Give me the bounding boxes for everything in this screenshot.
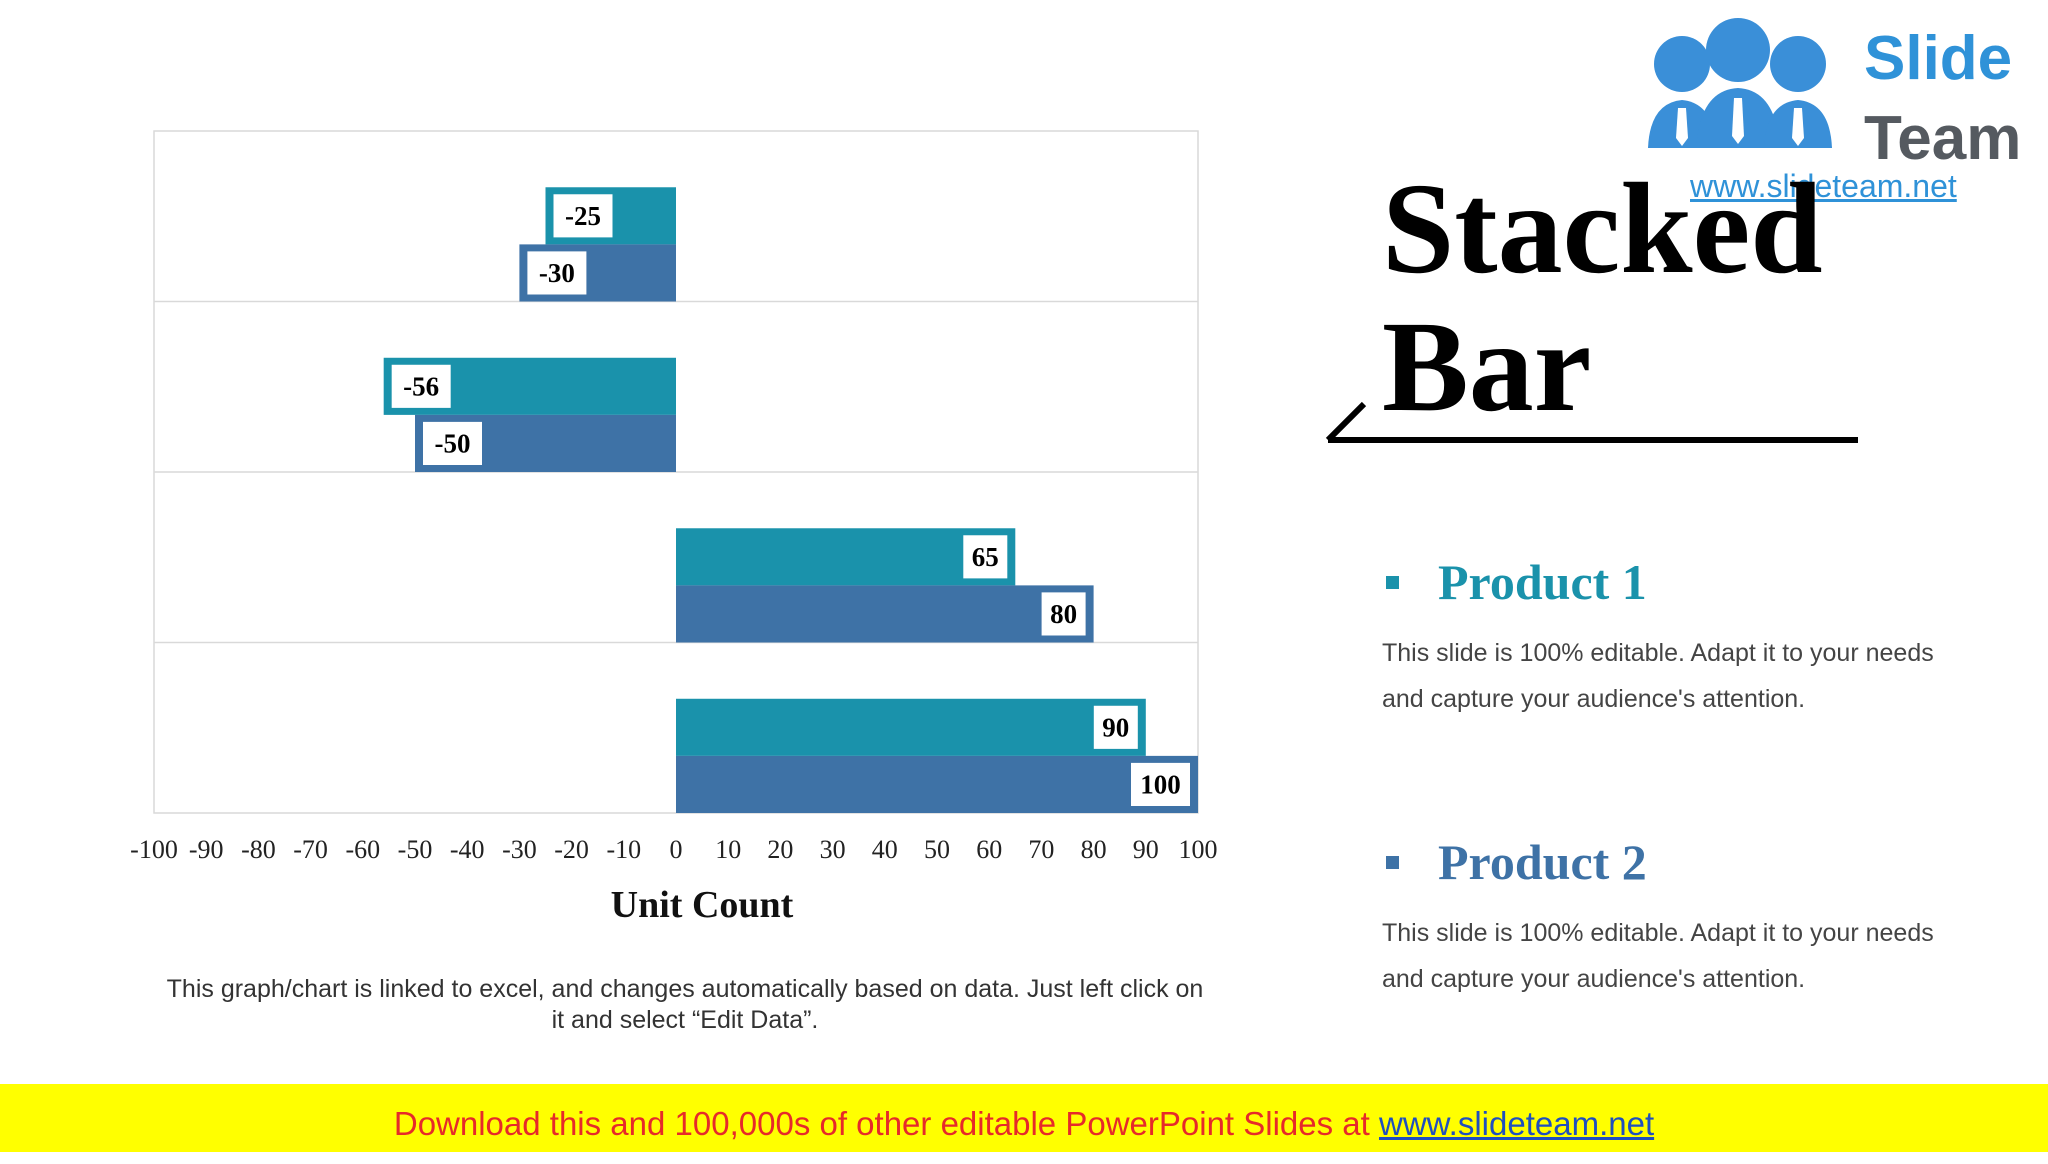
data-label: 90 [1102, 712, 1129, 742]
data-label: -25 [565, 201, 601, 231]
title-line-1: Stacked [1382, 157, 1823, 301]
x-tick-label: 60 [976, 835, 1002, 864]
x-tick-label: -100 [130, 835, 178, 864]
x-tick-label: 100 [1179, 835, 1218, 864]
data-label-box [1093, 705, 1138, 749]
x-tick-label: 30 [820, 835, 846, 864]
x-tick-label: 10 [715, 835, 741, 864]
x-tick-label: 40 [872, 835, 898, 864]
product-1-bullet-icon [1386, 576, 1399, 589]
slideteam-logo: Slide Team www.slideteam.net [1640, 8, 2036, 204]
bar-series2-group-3 [676, 585, 1094, 643]
x-tick-label: -80 [241, 835, 276, 864]
data-label: 100 [1140, 769, 1181, 799]
x-tick-label: -60 [345, 835, 380, 864]
download-banner: Download this and 100,000s of other edit… [0, 1084, 2048, 1152]
data-label: -30 [539, 258, 575, 288]
bar-series2-group-4 [676, 755, 1198, 813]
logo-url-link[interactable]: www.slideteam.net [1690, 168, 1957, 204]
x-tick-label: 70 [1028, 835, 1054, 864]
x-tick-label: -70 [293, 835, 328, 864]
data-label: 65 [972, 542, 999, 572]
footer-text: Download this and 100,000s of other edit… [393, 1105, 1379, 1142]
logo-word-team: Team [1864, 104, 2022, 173]
x-tick-label: -10 [606, 835, 641, 864]
x-tick-label: -50 [398, 835, 433, 864]
x-tick-label: -30 [502, 835, 537, 864]
slide-title: Stacked Bar [1382, 160, 1823, 436]
data-label-box [423, 421, 482, 465]
data-label: -56 [403, 371, 439, 401]
data-label-box [1131, 762, 1190, 806]
x-tick-label: 90 [1133, 835, 1159, 864]
x-tick-label: -40 [450, 835, 485, 864]
bar-series1-group-4 [676, 698, 1146, 756]
x-tick-label: 80 [1081, 835, 1107, 864]
footer-url-link[interactable]: www.slideteam.net [1379, 1105, 1655, 1142]
x-tick-label: 50 [924, 835, 950, 864]
data-label-box [963, 535, 1008, 579]
chart-note: This graph/chart is linked to excel, and… [166, 975, 1204, 1034]
data-label-box [1041, 592, 1086, 636]
x-tick-label: 20 [767, 835, 793, 864]
data-label-box [391, 364, 451, 408]
x-tick-label: -20 [554, 835, 589, 864]
x-tick-label: -90 [189, 835, 224, 864]
product-2-bullet-icon [1386, 856, 1399, 869]
people-logo-icon [1648, 18, 1832, 148]
title-underline [1325, 401, 1858, 443]
title-line-2: Bar [1382, 295, 1592, 439]
data-label: 80 [1050, 599, 1077, 629]
x-axis-title: Unit Count [611, 884, 794, 926]
data-label: -50 [435, 428, 471, 458]
product-1-title: Product 1 [1438, 554, 1647, 610]
logo-word-slide: Slide [1864, 24, 2013, 93]
data-label-box [527, 251, 587, 295]
product-2-title: Product 2 [1438, 834, 1647, 890]
bar-series1-group-3 [676, 528, 1016, 586]
product-1-description: This slide is 100% editable. Adapt it to… [1382, 639, 1934, 713]
data-label-box [553, 194, 613, 238]
product-2-description: This slide is 100% editable. Adapt it to… [1382, 919, 1934, 993]
x-tick-label: 0 [670, 835, 683, 864]
